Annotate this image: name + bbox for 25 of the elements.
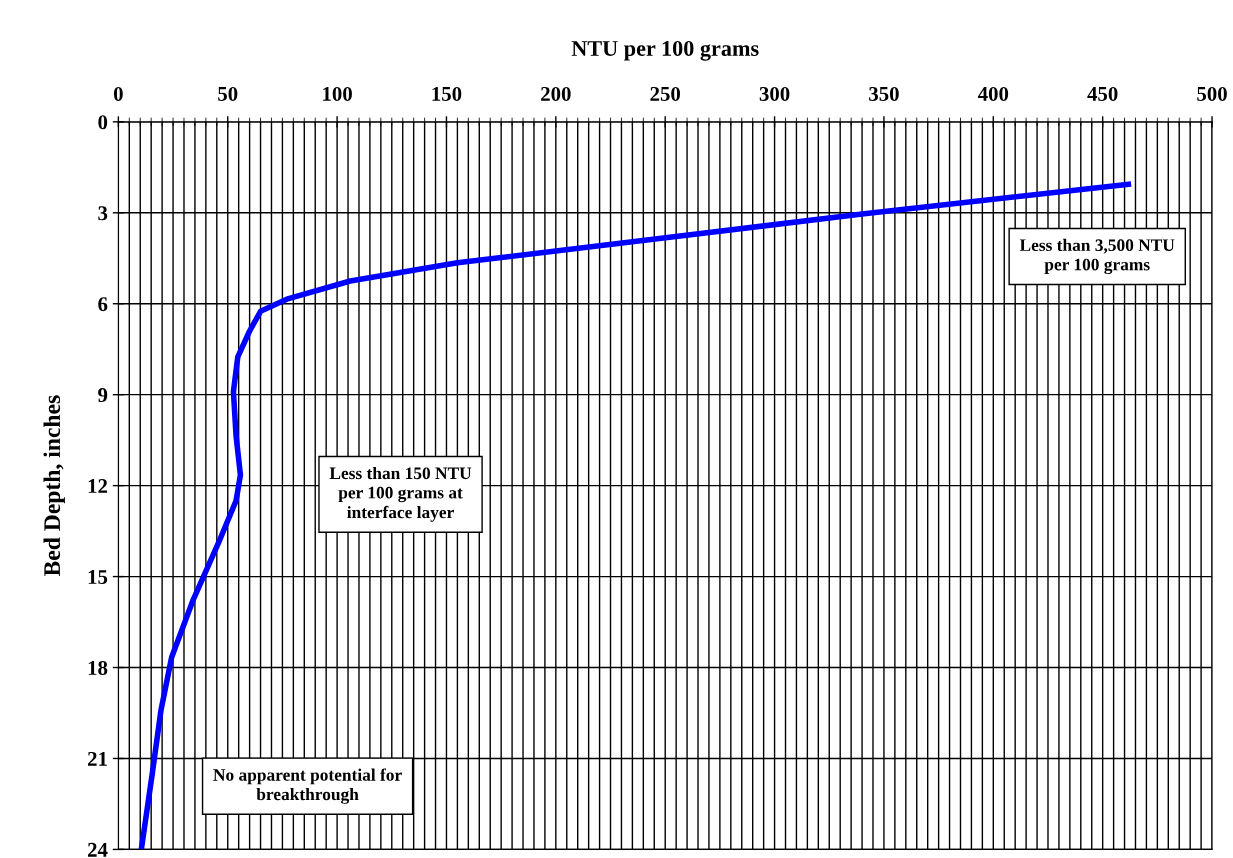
x-tick-label: 250 bbox=[650, 86, 681, 101]
x-tick-label: 350 bbox=[869, 86, 899, 101]
annotation: Less than 150 NTU per 100 grams at interface layer bbox=[329, 466, 472, 522]
y-tick-label: 18 bbox=[88, 660, 108, 675]
x-tick-label: 500 bbox=[1197, 86, 1227, 101]
x-tick-label: 50 bbox=[218, 86, 238, 101]
y-tick-label: 15 bbox=[88, 570, 108, 585]
x-tick-label: 450 bbox=[1087, 86, 1118, 101]
x-tick-label: 100 bbox=[323, 86, 352, 101]
x-axis-title: NTU per 100 grams bbox=[571, 40, 759, 61]
y-tick-label: 21 bbox=[87, 751, 107, 766]
x-tick-label: 150 bbox=[432, 86, 462, 101]
x-tick-label: 0 bbox=[113, 86, 123, 101]
y-tick-label: 24 bbox=[87, 842, 108, 857]
y-tick-label: 6 bbox=[98, 297, 108, 312]
annotation: Less than 3,500 NTU per 100 grams bbox=[1019, 238, 1175, 275]
y-axis-title: Bed Depth, inches bbox=[43, 395, 65, 577]
y-tick-label: 12 bbox=[88, 479, 108, 493]
y-tick-label: 0 bbox=[98, 115, 108, 130]
x-tick-label: 200 bbox=[541, 86, 571, 101]
x-tick-label: 300 bbox=[759, 86, 790, 101]
y-tick-label: 3 bbox=[98, 206, 108, 221]
annotation: No apparent potential for breakthrough bbox=[213, 768, 402, 804]
y-tick-label: 9 bbox=[98, 388, 108, 403]
x-tick-label: 400 bbox=[977, 86, 1009, 101]
